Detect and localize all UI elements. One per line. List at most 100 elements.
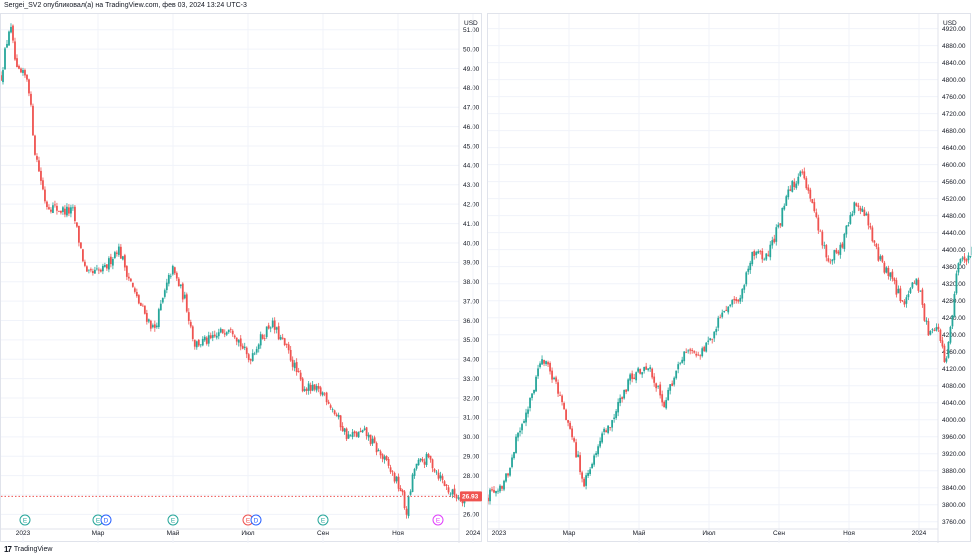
candle-body <box>551 370 553 380</box>
y-tick-label: 4000.00 <box>942 417 966 424</box>
right-chart-svg[interactable]: 4920.00 4880.00 4840.00 4800.00 4760.00 4720.… <box>488 14 972 543</box>
candle-body <box>453 488 456 496</box>
candle-body <box>883 262 886 273</box>
candle-body <box>195 341 198 348</box>
candle-body <box>395 476 398 482</box>
candle-body <box>187 312 190 322</box>
candle-body <box>8 31 10 46</box>
candle-body <box>361 429 364 433</box>
candle-body <box>907 294 910 298</box>
y-tick-label: 28.00 <box>463 473 480 480</box>
earnings-event-icon: E <box>317 514 329 526</box>
candle-body <box>48 207 50 210</box>
candle-body <box>919 290 922 292</box>
candle-body <box>587 472 589 476</box>
currency-label: USD <box>464 20 478 27</box>
candle-body <box>681 359 684 363</box>
candle-body <box>227 329 230 333</box>
candle-body <box>839 244 842 255</box>
candle-body <box>241 345 244 349</box>
candle-body <box>267 325 270 329</box>
candle-body <box>283 338 286 346</box>
candle-body <box>317 386 320 389</box>
candle-body <box>30 93 32 105</box>
candle-body <box>111 259 114 266</box>
tradingview-logo-icon: 17 <box>4 545 12 554</box>
candle-body <box>239 338 242 347</box>
candle-body <box>565 409 567 421</box>
left-chart-svg[interactable]: 51.00 50.00 49.00 48.00 47.00 46.00 45.00 44.00… <box>1 14 483 543</box>
candle-body <box>373 437 376 443</box>
candle-body <box>233 335 236 338</box>
candle-body <box>501 486 503 489</box>
candle-body <box>819 230 822 232</box>
candle-body <box>441 476 444 480</box>
candle-body <box>115 252 118 254</box>
candle-body <box>321 392 324 396</box>
event-circle <box>317 514 329 526</box>
candle-body <box>911 282 914 288</box>
candle-body <box>201 338 204 346</box>
y-tick-label: 4200.00 <box>942 332 966 339</box>
candle-body <box>735 299 738 301</box>
candle-body <box>637 368 640 372</box>
candle-body <box>673 377 676 385</box>
candle-body <box>591 463 593 469</box>
candle-body <box>127 276 130 279</box>
event-letter: E <box>321 517 326 524</box>
candle-body <box>957 263 960 273</box>
candle-body <box>257 344 260 350</box>
candle-body <box>93 269 96 274</box>
candle-body <box>181 283 184 300</box>
candle-body <box>571 428 573 438</box>
candle-body <box>26 74 28 80</box>
candle-body <box>643 367 646 372</box>
candle-body <box>521 424 523 431</box>
candle-body <box>875 243 878 247</box>
right-chart-panel[interactable]: 4920.00 4880.00 4840.00 4800.00 4760.00 4720.… <box>487 13 972 543</box>
y-tick-label: 3880.00 <box>942 468 966 475</box>
candle-body <box>693 351 696 353</box>
candle-body <box>415 463 418 469</box>
candle-body <box>177 278 180 287</box>
candle-body <box>219 328 222 333</box>
candle-body <box>351 432 354 438</box>
candle-body <box>145 313 148 322</box>
candle-body <box>271 320 274 328</box>
y-tick-label: 4080.00 <box>942 383 966 390</box>
candle-body <box>249 359 252 361</box>
candle-body <box>809 189 812 199</box>
y-tick-label: 4800.00 <box>942 77 966 84</box>
candle-body <box>279 336 282 340</box>
candle-body <box>929 330 932 335</box>
candle-body <box>959 258 962 264</box>
candle-body <box>18 65 20 69</box>
candle-body <box>243 346 246 349</box>
candle-body <box>969 256 972 257</box>
candle-body <box>607 425 610 433</box>
candle-body <box>945 358 948 362</box>
candle-body <box>24 70 26 76</box>
y-tick-label: 3840.00 <box>942 485 966 492</box>
candle-body <box>119 246 122 259</box>
left-chart-panel[interactable]: 51.00 50.00 49.00 48.00 47.00 46.00 45.00 44.00… <box>0 13 483 543</box>
candle-body <box>633 377 636 380</box>
candle-body <box>97 269 100 271</box>
candle-body <box>813 202 816 212</box>
candle-body <box>261 334 264 339</box>
candle-body <box>925 320 928 322</box>
candle-body <box>739 297 742 302</box>
candle-body <box>951 315 954 327</box>
candle-body <box>791 180 794 192</box>
candle-body <box>245 347 248 355</box>
candle-body <box>285 343 288 345</box>
candle-body <box>131 282 134 287</box>
candle-body <box>555 377 557 382</box>
candle-body <box>90 269 92 271</box>
candle-body <box>629 374 632 381</box>
candle-body <box>451 489 454 495</box>
candle-body <box>255 349 258 353</box>
candle-body <box>685 351 688 353</box>
candle-body <box>683 351 686 362</box>
candle-body <box>807 187 810 191</box>
